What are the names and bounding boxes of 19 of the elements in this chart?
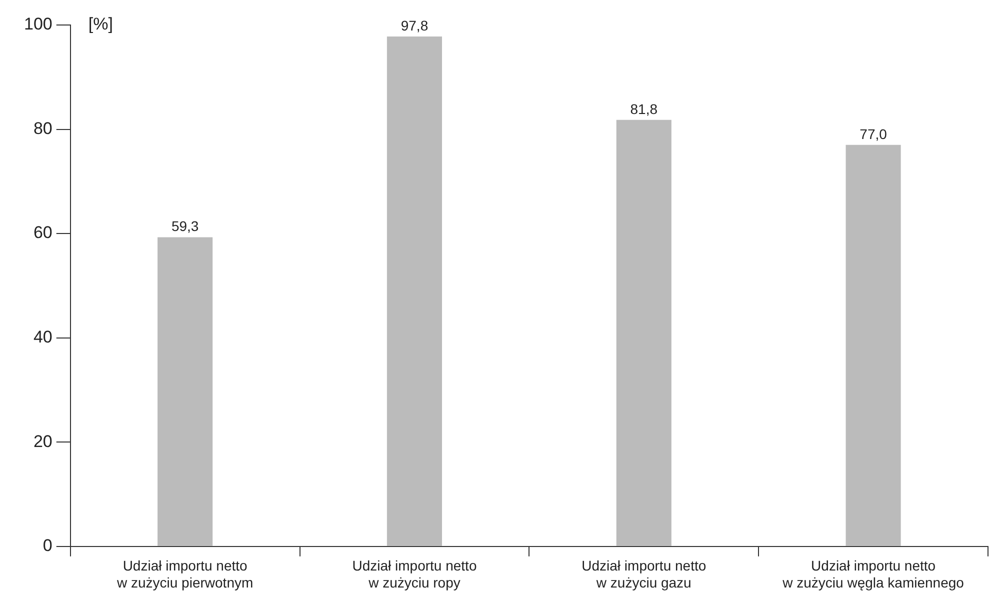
y-tick-label: 20 bbox=[33, 432, 52, 451]
y-tick-label: 100 bbox=[24, 14, 52, 34]
data-label: 97,8 bbox=[400, 17, 428, 34]
x-tick-label: Udział importu netto w zużyciu pierwotnym bbox=[116, 558, 254, 590]
y-tick-label: 80 bbox=[33, 118, 52, 138]
data-label: 81,8 bbox=[630, 100, 658, 117]
x-tick-label: Udział importu netto w zużyciu ropy bbox=[352, 558, 477, 590]
y-axis-title: [%] bbox=[88, 14, 113, 34]
bar bbox=[386, 36, 442, 546]
bar bbox=[846, 144, 901, 546]
bar bbox=[616, 120, 672, 546]
data-label: 77,0 bbox=[860, 126, 888, 142]
data-label: 59,3 bbox=[171, 218, 199, 234]
bar bbox=[158, 237, 213, 546]
y-tick-label: 60 bbox=[33, 223, 52, 242]
x-tick-label: Udział importu netto w zużyciu węgla kamiennego bbox=[782, 558, 964, 590]
x-tick-label: Udział importu netto w zużyciu gazu bbox=[582, 558, 706, 590]
y-tick-label: 0 bbox=[42, 536, 52, 556]
y-tick-label: 40 bbox=[33, 328, 52, 347]
